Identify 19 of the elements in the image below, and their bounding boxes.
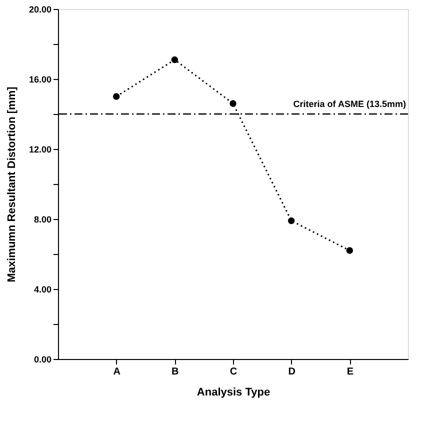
y-tick-label: 16.00 [28, 74, 52, 84]
y-tick-label: 4.00 [34, 284, 52, 294]
x-tick-label: B [172, 366, 179, 378]
x-tick-label: E [346, 366, 354, 378]
y-tick-label: 12.00 [28, 144, 52, 154]
point [346, 247, 354, 254]
x-tick-label: C [230, 366, 238, 378]
y-axis-title: Maximumn Resultant Distortion [mm] [6, 86, 18, 282]
y-tick-label: 8.00 [34, 214, 52, 224]
point [288, 217, 295, 224]
point [171, 56, 178, 64]
point [230, 100, 236, 107]
x-axis-title: Analysis Type [196, 386, 270, 398]
point [112, 93, 120, 100]
ref-line-label: Criteria of ASME (13.5mm) [293, 99, 406, 109]
x-tick-label: D [288, 366, 296, 378]
y-tick-label: 0.00 [34, 354, 52, 364]
y-tick-label: 20.00 [28, 4, 52, 14]
x-tick-label: A [113, 366, 120, 378]
